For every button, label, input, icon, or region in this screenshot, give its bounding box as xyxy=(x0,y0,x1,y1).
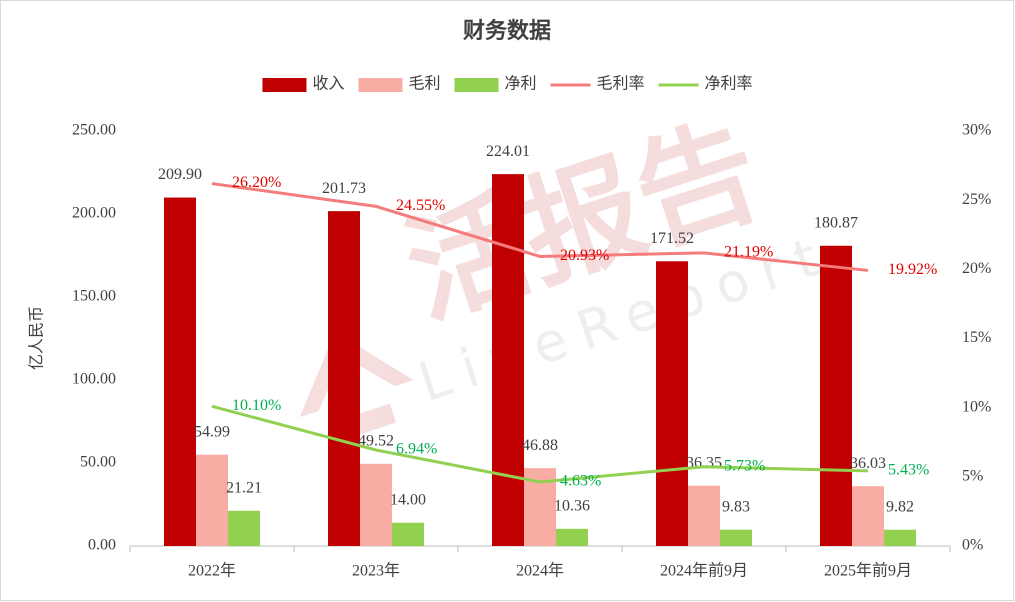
y-axis-label: 亿人民币 xyxy=(28,306,46,370)
x-tick-label: 2024年 xyxy=(516,562,564,580)
data-label: 180.87 xyxy=(814,214,858,231)
data-label: 4.63% xyxy=(560,473,601,490)
bar xyxy=(852,486,884,546)
bar xyxy=(360,463,392,546)
y-tick-label: 150.00 xyxy=(72,288,116,305)
line xyxy=(211,404,869,484)
data-label: 171.52 xyxy=(650,230,694,247)
data-label: 26.20% xyxy=(232,174,281,191)
data-label: 9.82 xyxy=(886,498,914,515)
y2-tick-label: 0% xyxy=(962,537,983,554)
data-label: 224.01 xyxy=(486,143,530,160)
y2-tick-label: 20% xyxy=(962,260,991,277)
bar xyxy=(328,211,360,546)
bar xyxy=(656,261,688,546)
data-label: 5.73% xyxy=(724,457,765,474)
chart-title: 财务数据 xyxy=(463,18,551,43)
data-label: 201.73 xyxy=(322,180,366,197)
legend-swatch xyxy=(358,78,403,92)
data-label: 54.99 xyxy=(194,423,230,440)
x-tick-label: 2025年前9月 xyxy=(824,562,912,580)
bar xyxy=(164,197,196,547)
y-tick-label: 0.00 xyxy=(88,537,116,554)
y2-tick-label: 10% xyxy=(962,398,991,415)
data-label: 6.94% xyxy=(396,441,437,458)
bar xyxy=(720,529,752,546)
data-label: 19.92% xyxy=(888,261,937,278)
data-label: 36.03 xyxy=(850,455,886,472)
data-label: 24.55% xyxy=(396,197,445,214)
x-tick-label: 2022年 xyxy=(188,562,236,580)
data-label: 10.10% xyxy=(232,397,281,414)
data-label: 9.83 xyxy=(722,498,750,515)
data-label: 46.88 xyxy=(522,437,558,454)
legend-label: 净利率 xyxy=(705,75,753,93)
bar xyxy=(556,528,588,546)
bar xyxy=(688,485,720,546)
y-tick-label: 250.00 xyxy=(72,122,116,139)
line xyxy=(211,182,869,272)
data-label: 49.52 xyxy=(358,432,394,449)
legend-label: 净利 xyxy=(504,75,536,93)
legend-swatch xyxy=(262,78,307,92)
data-label: 21.19% xyxy=(724,244,773,261)
y-tick-label: 50.00 xyxy=(80,454,116,471)
data-label: 14.00 xyxy=(390,491,426,508)
legend-label: 毛利率 xyxy=(597,75,645,93)
x-tick-label: 2023年 xyxy=(352,562,400,580)
legend: 收入 毛利 净利 毛利率 净利率 xyxy=(262,75,753,93)
y2-tick-label: 30% xyxy=(962,122,991,139)
legend-label: 收入 xyxy=(312,75,344,93)
bar xyxy=(228,510,260,546)
bar xyxy=(392,522,424,546)
legend-label: 毛利 xyxy=(408,75,440,93)
data-label: 5.43% xyxy=(888,462,929,479)
y-tick-label: 200.00 xyxy=(72,205,116,222)
data-label: 20.93% xyxy=(560,247,609,264)
y-tick-label: 100.00 xyxy=(72,371,116,388)
data-label: 10.36 xyxy=(554,497,590,514)
bar xyxy=(196,454,228,546)
bar xyxy=(820,245,852,546)
y2-tick-label: 5% xyxy=(962,468,983,485)
data-label: 209.90 xyxy=(158,166,202,183)
x-tick-label: 2024年前9月 xyxy=(660,562,748,580)
y2-tick-label: 15% xyxy=(962,329,991,346)
legend-swatch xyxy=(454,78,499,92)
y2-tick-label: 25% xyxy=(962,191,991,208)
bar xyxy=(492,174,524,546)
data-label: 21.21 xyxy=(226,479,262,496)
bar xyxy=(884,529,916,546)
